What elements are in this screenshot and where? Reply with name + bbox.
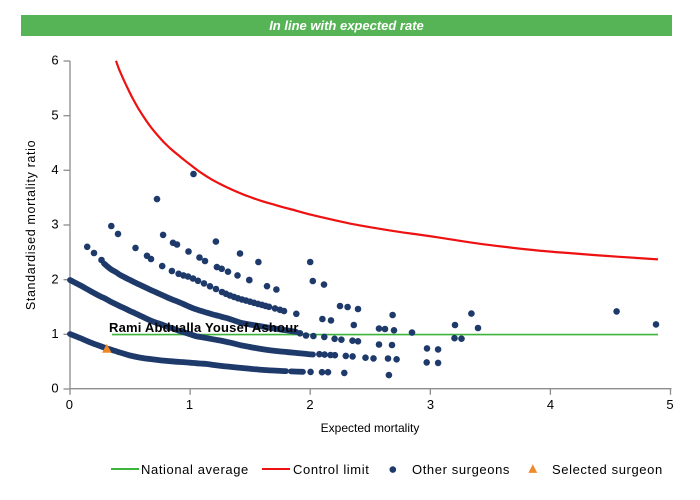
svg-text:Control limit: Control limit [293, 462, 369, 477]
svg-text:1: 1 [186, 397, 193, 412]
svg-text:5: 5 [51, 107, 58, 122]
svg-text:6: 6 [51, 53, 58, 68]
svg-text:5: 5 [666, 397, 673, 412]
svg-text:4: 4 [51, 162, 58, 177]
svg-text:Standardised mortality ratio: Standardised mortality ratio [24, 140, 38, 310]
svg-text:0: 0 [51, 381, 58, 396]
svg-text:Other surgeons: Other surgeons [412, 462, 510, 477]
svg-text:2: 2 [306, 397, 313, 412]
svg-text:Rami Abdualla Yousef Ashour: Rami Abdualla Yousef Ashour [109, 320, 299, 335]
svg-text:0: 0 [66, 397, 73, 412]
svg-text:Expected mortality: Expected mortality [321, 421, 420, 435]
svg-text:4: 4 [547, 397, 554, 412]
svg-text:3: 3 [51, 217, 58, 232]
svg-text:1: 1 [51, 326, 58, 341]
svg-text:National average: National average [141, 462, 249, 477]
svg-text:2: 2 [51, 271, 58, 286]
svg-text:3: 3 [427, 397, 434, 412]
svg-text:Selected surgeon: Selected surgeon [552, 462, 663, 477]
